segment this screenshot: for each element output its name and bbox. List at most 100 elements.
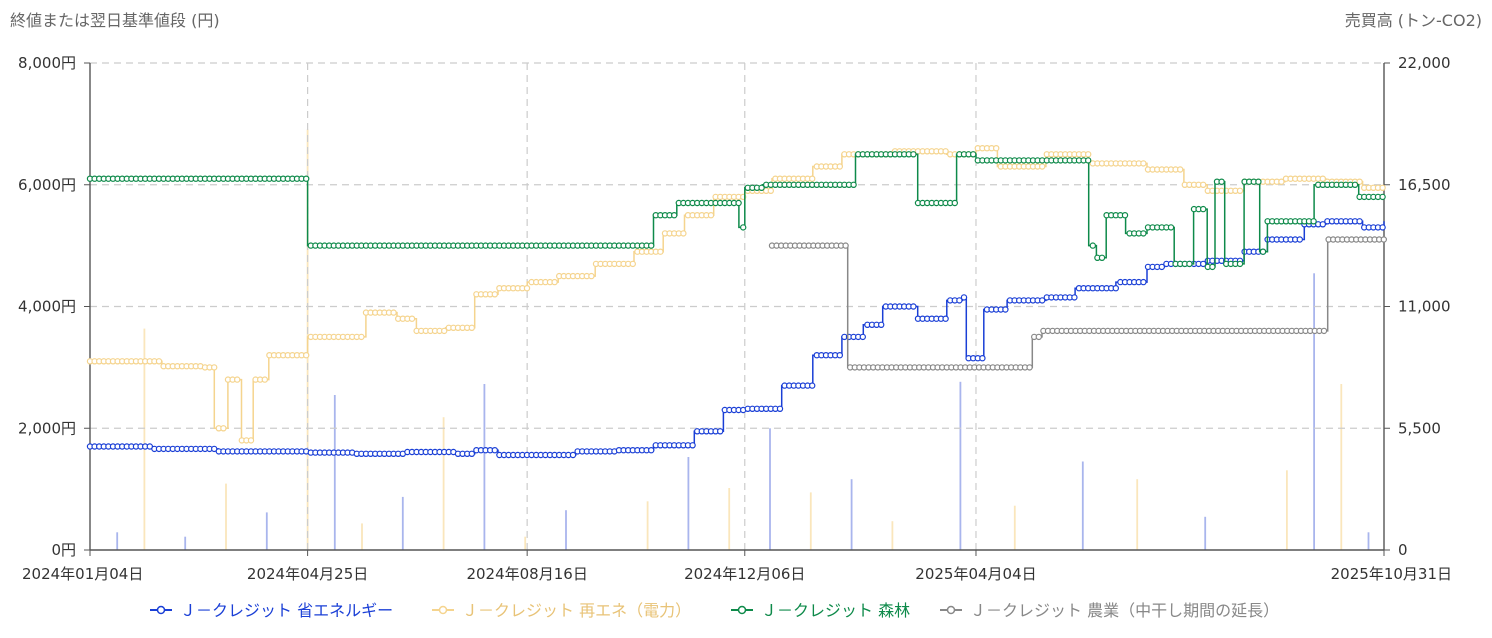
data-point: [1319, 221, 1327, 228]
data-point: [910, 303, 917, 310]
legend-marker: [156, 605, 166, 615]
grid: [90, 62, 1384, 550]
volume-bar: [1081, 461, 1084, 550]
data-point: [979, 355, 986, 362]
data-point: [468, 324, 475, 331]
volume-bar: [1313, 273, 1315, 550]
volume-bar: [1340, 384, 1343, 550]
data-point: [1199, 181, 1207, 188]
y-left-tick-label: 4,000円: [18, 298, 76, 316]
volume-bar: [646, 501, 649, 550]
data-point: [1278, 178, 1285, 185]
y-left-tick-label: 2,000円: [18, 419, 76, 437]
data-point: [1356, 218, 1363, 225]
y-right-axis-title: 売買高 (トン-CO2): [1345, 11, 1482, 30]
data-point: [220, 425, 227, 432]
data-point: [1320, 327, 1328, 335]
data-point: [390, 309, 397, 316]
data-point: [993, 144, 1000, 152]
legend-label: Ｊ－クレジット 省エネルギー: [180, 601, 393, 620]
series-1: [86, 218, 1386, 459]
volume-bar: [728, 488, 731, 550]
legend-item-2[interactable]: Ｊ－クレジット 再エネ（電力）: [432, 601, 691, 620]
series-lines: [86, 144, 1388, 459]
data-point: [1140, 278, 1147, 286]
y-right-tick-label: 0: [1398, 541, 1408, 559]
data-point: [842, 242, 849, 249]
legend-item-4[interactable]: Ｊ－クレジット 農業（中干し期間の延長）: [940, 601, 1279, 620]
series-line: [90, 147, 1384, 442]
data-point: [680, 230, 687, 237]
legend-item-3[interactable]: Ｊ－クレジット 森林: [731, 601, 910, 620]
series-markers: [86, 144, 1386, 444]
data-point: [671, 211, 678, 219]
data-point: [648, 242, 655, 249]
data-point: [942, 148, 949, 155]
data-point: [809, 175, 816, 182]
volume-bar: [1286, 470, 1288, 550]
data-point: [1236, 187, 1244, 194]
volume-bar: [687, 457, 690, 550]
data-point: [1140, 160, 1147, 167]
data-point: [1038, 163, 1046, 170]
data-point: [717, 428, 724, 435]
legend-marker: [438, 605, 448, 615]
data-point: [1319, 175, 1327, 182]
volume-bar: [184, 536, 187, 550]
series-markers: [768, 236, 1388, 371]
data-point: [735, 199, 742, 207]
data-point: [1140, 230, 1147, 237]
data-point: [491, 291, 498, 298]
volume-bar: [891, 521, 894, 550]
data-point: [809, 382, 816, 389]
y-left-tick-label: 6,000円: [18, 176, 76, 194]
data-point: [441, 327, 448, 335]
data-point: [1351, 181, 1359, 188]
series-markers: [86, 218, 1386, 459]
data-point: [1084, 151, 1092, 158]
data-point: [1255, 178, 1262, 185]
data-point: [1084, 157, 1092, 164]
x-tick-label: 2025年10月31日: [1331, 565, 1452, 583]
data-point: [233, 376, 241, 383]
volume-bar: [401, 496, 404, 550]
data-point: [468, 450, 475, 457]
data-point: [523, 285, 531, 292]
data-point: [910, 151, 917, 158]
y-right-tick-label: 5,500: [1398, 419, 1441, 437]
legend[interactable]: Ｊ－クレジット 省エネルギー Ｊ－クレジット 再エネ（電力） Ｊ－クレジット 森林 Ｊ…: [150, 601, 1279, 620]
volume-bar: [1204, 516, 1207, 550]
data-point: [210, 445, 218, 453]
data-point: [740, 224, 747, 231]
data-point: [1038, 297, 1046, 304]
volume-bar: [1013, 505, 1016, 550]
legend-item-1[interactable]: Ｊ－クレジット 省エネルギー: [150, 601, 393, 620]
y-left-axis-title: 終値または翌日基準値段 (円): [10, 11, 220, 30]
data-point: [1089, 242, 1097, 249]
data-point: [850, 181, 857, 188]
data-point: [1259, 248, 1267, 255]
legend-marker: [946, 605, 956, 615]
data-point: [588, 272, 595, 280]
data-point: [942, 315, 949, 322]
data-point: [358, 333, 365, 341]
data-point: [1379, 193, 1386, 201]
x-tick-label: 2024年08月16日: [466, 565, 587, 583]
data-point: [956, 297, 963, 304]
y-right-tick-label: 16,500: [1398, 176, 1451, 194]
data-point: [776, 405, 784, 412]
x-tick-label: 2024年01月04日: [22, 565, 143, 583]
data-point: [707, 211, 715, 219]
volume-bar: [1136, 479, 1139, 550]
data-point: [1218, 178, 1225, 185]
data-point: [1026, 364, 1033, 371]
volume-bar: [333, 395, 336, 550]
data-point: [1071, 294, 1078, 301]
series-line: [90, 153, 1384, 268]
volume-bar: [809, 492, 812, 550]
data-point: [569, 451, 577, 459]
y-left-tick-label: 8,000円: [18, 54, 76, 72]
data-point: [951, 199, 959, 207]
